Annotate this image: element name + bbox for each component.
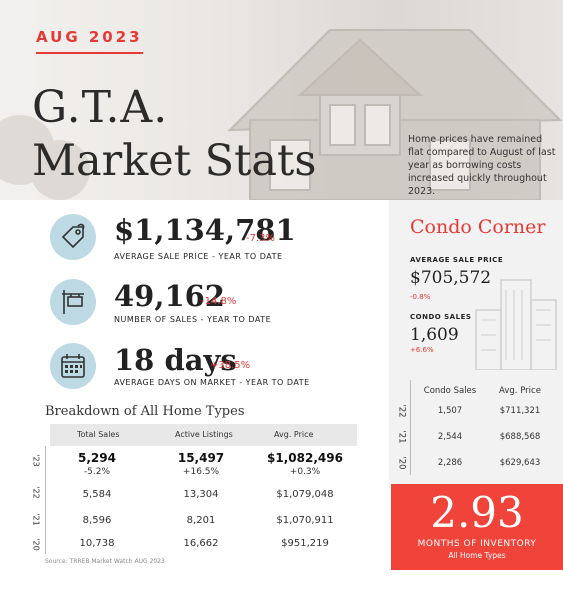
avg-price-22: $1,079,048 [276,489,334,500]
active-listings-22: 13,304 [183,489,219,500]
days-on-market-change: +38.5% [210,360,251,371]
active-listings-20: 16,662 [183,538,219,549]
condo-buildings-icon [475,279,557,370]
row-year-21: '21 [31,513,41,526]
condo-avg-price-20: $629,643 [499,458,541,468]
column-header-active-listings: Active Listings [175,430,233,439]
days-on-market-label: AVERAGE DAYS ON MARKET - YEAR TO DATE [114,378,310,387]
condo-row-year-20: '20 [396,456,407,470]
condo-corner-panel [389,200,563,484]
number-of-sales-change: -14.8% [201,296,237,307]
house-illustration [0,29,563,200]
number-of-sales-label: NUMBER OF SALES - YEAR TO DATE [114,315,272,324]
condo-sales-change: +6.6% [410,346,434,354]
avg-price-23: $1,082,496 [267,451,343,465]
active-listings-23-change: +16.5% [182,467,220,477]
column-header-total-sales: Total Sales [77,430,120,439]
condo-column-header-avg-price: Avg. Price [499,386,541,396]
avg-sale-price-value: $1,134,781 [114,213,296,247]
avg-price-23-change: +0.3% [289,467,321,477]
price-tag-icon [50,214,96,260]
for-sale-sign-icon [50,279,96,325]
condo-corner-title: Condo Corner [410,216,546,238]
condo-avg-price-label: AVERAGE SALE PRICE [410,256,504,264]
condo-sales-label: CONDO SALES [410,313,472,321]
condo-column-header-sales: Condo Sales [423,386,477,396]
row-year-23: '23 [31,454,41,467]
source-note: Source: TRREB Market Watch AUG 2023 [45,558,165,565]
total-sales-23: 5,294 [78,451,116,465]
breakdown-title: Breakdown of All Home Types [45,404,245,419]
condo-sales-21: 2,544 [437,432,463,442]
condo-row-year-21: '21 [396,430,407,444]
hero-banner: AUG 2023 G.T.A. Market Stats Home prices… [0,0,563,200]
market-summary: Home prices have remained flat compared … [408,134,556,197]
condo-table-divider [410,380,411,475]
row-year-20: '20 [31,538,41,551]
page-title-line1: G.T.A. [32,82,169,133]
breakdown-table-header: Total Sales Active Listings Avg. Price [50,424,357,446]
avg-price-21: $1,070,911 [276,515,334,526]
total-sales-23-change: -5.2% [83,467,111,477]
total-sales-22: 5,584 [82,489,112,500]
report-month: AUG 2023 [36,28,143,54]
months-of-inventory-label: MONTHS OF INVENTORY [417,539,537,549]
inventory-box: 2.93 [391,484,563,570]
number-of-sales-value: 49,162 [114,279,225,313]
active-listings-21: 8,201 [186,515,216,526]
condo-sales-value: 1,609 [410,325,459,345]
active-listings-23: 15,497 [177,451,225,465]
months-of-inventory-sublabel: All Home Types [448,551,506,560]
avg-sale-price-label: AVERAGE SALE PRICE - YEAR TO DATE [114,252,283,261]
days-on-market-value: 18 days [114,343,237,377]
total-sales-21: 8,596 [82,515,112,526]
condo-avg-price-22: $711,321 [499,406,541,416]
row-year-22: '22 [31,486,41,499]
table-divider [45,446,46,554]
condo-sales-22: 1,507 [437,406,463,416]
page-title-line2: Market Stats [32,136,317,186]
avg-price-20: $951,219 [281,538,329,549]
avg-sale-price-change: -7.3% [246,233,276,244]
condo-avg-price-21: $688,568 [499,432,541,442]
condo-avg-price-value: $705,572 [410,268,492,288]
condo-avg-price-change: -0.8% [410,293,431,301]
total-sales-20: 10,738 [79,538,115,549]
calendar-icon [50,343,96,389]
condo-row-year-22: '22 [396,404,407,418]
column-header-avg-price: Avg. Price [274,430,314,439]
months-of-inventory-value: 2.93 [430,488,524,537]
condo-sales-20: 2,286 [437,458,463,468]
